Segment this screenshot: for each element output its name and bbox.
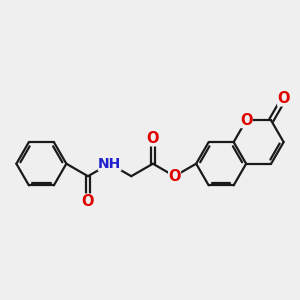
Text: O: O [82, 194, 94, 209]
Text: NH: NH [98, 157, 121, 171]
Text: O: O [168, 169, 181, 184]
Text: O: O [147, 131, 159, 146]
Text: O: O [278, 91, 290, 106]
Text: O: O [240, 113, 252, 128]
